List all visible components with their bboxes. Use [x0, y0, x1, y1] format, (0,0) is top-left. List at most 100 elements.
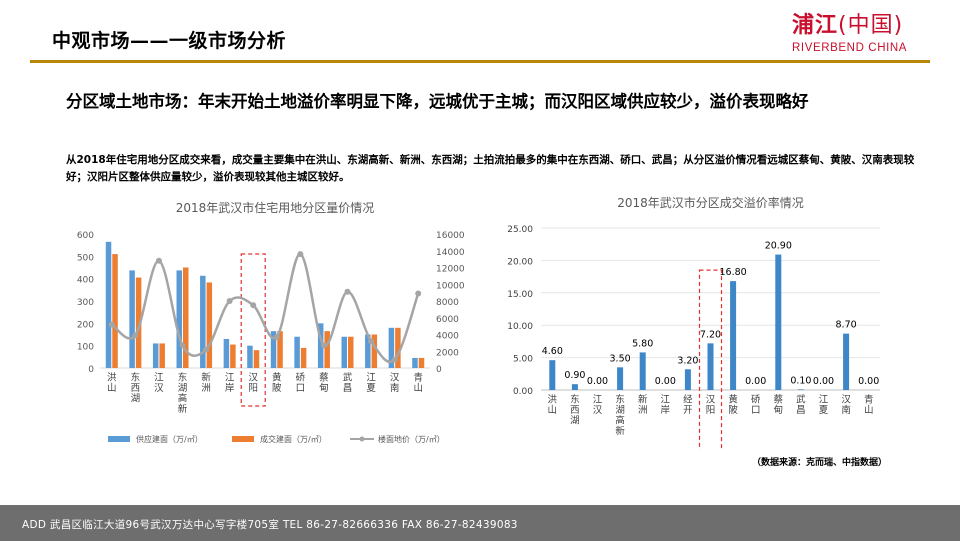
- slide-description: 从2018年住宅用地分区成交来看，成交量主要集中在洪山、东湖高新、新洲、东西湖；…: [66, 154, 915, 183]
- chart1-bar-deal: [348, 336, 354, 368]
- chart1-ytick-right: 14000: [436, 248, 465, 258]
- chart1-category-label: 蔡甸: [319, 372, 329, 395]
- chart2-category-label: 江汉: [593, 395, 603, 417]
- chart1-bar-supply: [388, 327, 395, 368]
- footer-contact: ADD 武昌区临江大道96号武汉万达中心写字楼705室 TEL 86-27-82…: [22, 519, 518, 531]
- chart2-category-label: 汉南: [841, 395, 851, 417]
- chart1-ytick-left: 100: [77, 343, 94, 353]
- chart1-ytick-right: 10000: [436, 281, 465, 291]
- chart1-legend-deal-swatch: [232, 436, 254, 442]
- chart1-bar-supply: [294, 336, 300, 368]
- logo-en: RIVERBEND CHINA: [792, 42, 908, 54]
- chart2-data-label: 0.10: [790, 375, 811, 386]
- chart1-category-label: 东湖高新: [178, 372, 188, 416]
- chart1-ytick-right: 16000: [436, 231, 465, 241]
- chart2-data-label: 20.90: [765, 241, 792, 252]
- chart2-data-label: 0.00: [655, 376, 676, 387]
- chart1-bar-supply: [200, 275, 206, 368]
- chart1-ytick-right: 6000: [436, 315, 459, 325]
- chart1-ytick-left: 600: [77, 231, 94, 241]
- chart1-bar-supply: [365, 334, 371, 368]
- chart1-price-point: [250, 302, 257, 309]
- chart1-price-point: [179, 342, 186, 349]
- chart2-data-label: 0.00: [858, 376, 879, 387]
- chart2-category-label: 江岸: [661, 395, 671, 417]
- chart1-ytick-right: 4000: [436, 332, 459, 342]
- chart2-ytick: 25.00: [507, 225, 533, 235]
- chart2-category-label: 硚口: [751, 395, 761, 417]
- chart1-price-point: [415, 290, 422, 297]
- chart1-highlight-box: [240, 253, 266, 407]
- chart2-bar: [797, 389, 804, 390]
- chart1-bar-supply: [412, 357, 418, 368]
- chart1-bar-deal: [159, 343, 165, 368]
- company-logo: 浦江(中国) RIVERBEND CHINA: [792, 14, 932, 55]
- chart2-bar: [571, 384, 578, 390]
- footer-bar: ADD 武昌区临江大道96号武汉万达中心写字楼705室 TEL 86-27-82…: [0, 505, 960, 541]
- chart1-category-label: 汉南: [390, 373, 400, 395]
- chart1-price-point: [155, 257, 162, 264]
- chart1-legend-deal: 成交建面（万/㎡）: [260, 434, 327, 444]
- chart1-price-point: [203, 346, 210, 353]
- chart1-bar-deal: [277, 331, 283, 368]
- chart1-bar-supply: [105, 241, 112, 368]
- chart2-category-label: 江夏: [819, 395, 829, 417]
- chart1-ytick-left: 0: [88, 365, 94, 375]
- chart1-bar-supply: [317, 323, 324, 368]
- chart1-bar-supply: [223, 338, 230, 368]
- chart1-ytick-right: 0: [436, 365, 442, 375]
- chart1-ytick-right: 2000: [436, 348, 459, 358]
- chart2-ytick: 0.00: [513, 387, 533, 397]
- chart1-bar-deal: [206, 282, 213, 368]
- chart1-price-point: [320, 342, 327, 349]
- chart1-bar-supply: [129, 270, 135, 368]
- chart2-bar: [549, 360, 556, 390]
- chart2-ytick: 5.00: [513, 355, 533, 365]
- chart1-category-label: 青山: [413, 372, 423, 395]
- chart1-price-point: [108, 321, 115, 328]
- chart1-bar-deal: [300, 347, 307, 368]
- chart2-bar: [617, 367, 624, 390]
- chart-land-volume-price: 2018年武汉市住宅用地分区量价情况0100200300400500600020…: [77, 200, 465, 444]
- chart-premium-rate: 2018年武汉市分区成交溢价率情况 0.00 5.00 10.00 15.00 20.00…: [507, 195, 880, 450]
- chart1-bar-supply: [176, 270, 182, 368]
- chart1-ytick-left: 500: [77, 253, 94, 263]
- chart1-category-label: 新洲: [201, 372, 211, 395]
- chart1-bar-supply: [152, 343, 159, 368]
- chart2-bar: [639, 352, 646, 390]
- chart2-data-label: 3.20: [677, 355, 698, 366]
- chart1-bar-deal: [371, 334, 378, 368]
- chart1-ytick-left: 200: [77, 320, 94, 330]
- chart2-category-label: 经开: [683, 394, 693, 417]
- chart1-category-label: 黄陂: [272, 372, 282, 395]
- chart1-bar-deal: [418, 357, 425, 368]
- chart1-price-point: [297, 251, 304, 258]
- chart1-bar-supply: [247, 345, 253, 368]
- chart1-legend-price: 楼面地价（万/㎡）: [378, 434, 445, 444]
- chart2-data-label: 16.80: [719, 267, 746, 278]
- chart2-category-label: 洪山: [548, 394, 558, 417]
- chart1-ytick-left: 400: [77, 276, 94, 286]
- chart2-category-label: 青山: [864, 394, 874, 417]
- slide-headline: 分区域土地市场：年末开始土地溢价率明显下降，远城优于主城；而汉阳区域供应较少，溢…: [66, 92, 809, 111]
- chart2-data-label: 7.20: [700, 329, 721, 340]
- chart2-data-label: 8.70: [836, 320, 857, 331]
- page-title: 中观市场——一级市场分析: [52, 30, 287, 52]
- chart1-ytick-right: 8000: [436, 298, 459, 308]
- chart1-bar-supply: [341, 336, 347, 368]
- chart2-title: 2018年武汉市分区成交溢价率情况: [617, 195, 804, 210]
- chart1-price-point: [344, 288, 351, 295]
- chart2-category-label: 黄陂: [728, 394, 738, 417]
- chart1-legend-supply: 供应建面（万/㎡）: [136, 434, 203, 444]
- chart1-legend-supply-swatch: [108, 436, 130, 442]
- chart2-category-label: 新洲: [638, 394, 648, 417]
- chart1-ytick-left: 300: [77, 298, 94, 308]
- chart1-price-point: [391, 356, 398, 363]
- chart2-bar: [684, 369, 691, 390]
- chart2-category-label: 东湖高新: [615, 394, 625, 438]
- chart1-bar-deal: [135, 277, 142, 368]
- chart2-data-label: 5.80: [632, 338, 653, 349]
- chart2-bar: [843, 333, 850, 390]
- chart2-bar: [730, 281, 737, 390]
- chart2-ytick: 20.00: [507, 257, 533, 267]
